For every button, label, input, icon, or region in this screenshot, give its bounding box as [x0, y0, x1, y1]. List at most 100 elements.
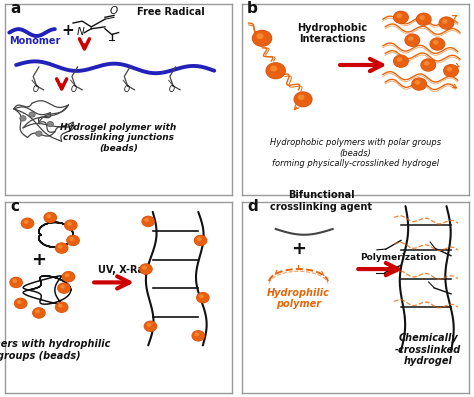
Circle shape: [443, 64, 459, 77]
Circle shape: [60, 285, 65, 289]
Circle shape: [62, 272, 75, 282]
Circle shape: [35, 310, 40, 314]
Circle shape: [424, 61, 429, 66]
Circle shape: [66, 235, 80, 246]
Text: Hydrophilic
polymer: Hydrophilic polymer: [267, 287, 330, 309]
Circle shape: [145, 218, 149, 222]
Text: Hydrogel polymer with
crosslinking junctions
(beads): Hydrogel polymer with crosslinking junct…: [61, 123, 177, 153]
Circle shape: [404, 33, 420, 47]
Text: $O$: $O$: [32, 83, 39, 94]
Text: $O$: $O$: [168, 83, 176, 94]
Circle shape: [439, 17, 454, 29]
Circle shape: [32, 307, 46, 319]
Circle shape: [444, 65, 458, 77]
Circle shape: [393, 54, 409, 68]
Text: Chemically
-crosslinked
hydrogel: Chemically -crosslinked hydrogel: [395, 333, 461, 366]
Circle shape: [65, 273, 70, 277]
Text: $O$: $O$: [109, 4, 119, 15]
Circle shape: [144, 320, 157, 332]
Text: Monomer: Monomer: [9, 36, 61, 46]
Circle shape: [197, 293, 209, 303]
Circle shape: [144, 321, 157, 331]
Circle shape: [69, 237, 74, 241]
Circle shape: [397, 57, 402, 62]
Text: +: +: [291, 240, 306, 258]
Circle shape: [412, 78, 427, 90]
Circle shape: [192, 331, 205, 341]
Circle shape: [430, 38, 445, 50]
Circle shape: [10, 277, 22, 288]
Circle shape: [142, 216, 155, 227]
Circle shape: [46, 214, 51, 218]
Circle shape: [416, 13, 431, 25]
Circle shape: [64, 220, 77, 231]
Circle shape: [294, 92, 312, 107]
Circle shape: [36, 131, 42, 136]
Circle shape: [421, 59, 436, 71]
Circle shape: [139, 263, 153, 275]
Text: Hydrophobic
Interactions: Hydrophobic Interactions: [298, 23, 368, 44]
Circle shape: [253, 31, 272, 46]
Circle shape: [140, 264, 152, 274]
Circle shape: [447, 67, 452, 71]
Circle shape: [420, 58, 436, 72]
Circle shape: [141, 216, 155, 227]
Circle shape: [194, 235, 208, 246]
Circle shape: [256, 33, 264, 39]
Text: c: c: [10, 199, 19, 214]
Circle shape: [147, 323, 152, 327]
Circle shape: [397, 13, 402, 18]
Text: Free Radical: Free Radical: [137, 8, 205, 17]
Circle shape: [24, 220, 28, 224]
Circle shape: [55, 302, 68, 312]
Circle shape: [14, 298, 27, 308]
Circle shape: [393, 55, 408, 67]
Circle shape: [199, 294, 204, 298]
Circle shape: [442, 19, 447, 24]
Text: UV, X-Ray: UV, X-Ray: [98, 265, 150, 275]
Text: a: a: [10, 0, 21, 15]
Circle shape: [197, 237, 201, 241]
Circle shape: [55, 243, 68, 253]
Circle shape: [44, 212, 56, 223]
Circle shape: [33, 308, 45, 318]
Circle shape: [196, 292, 210, 303]
Circle shape: [55, 242, 69, 254]
Text: +: +: [62, 23, 74, 38]
Circle shape: [58, 283, 70, 293]
Circle shape: [393, 11, 408, 23]
Text: b: b: [247, 0, 258, 15]
Circle shape: [142, 266, 147, 270]
Circle shape: [20, 116, 26, 121]
Circle shape: [47, 121, 54, 127]
Circle shape: [194, 332, 199, 336]
Circle shape: [252, 30, 272, 47]
Circle shape: [408, 36, 413, 41]
Circle shape: [405, 34, 419, 46]
Circle shape: [14, 298, 27, 309]
Circle shape: [298, 94, 304, 100]
Circle shape: [62, 271, 75, 282]
Circle shape: [194, 235, 207, 246]
Circle shape: [433, 40, 438, 45]
Circle shape: [64, 220, 78, 231]
Circle shape: [29, 112, 35, 117]
Circle shape: [58, 245, 63, 249]
Text: Polymers with hydrophilic
groups (beads): Polymers with hydrophilic groups (beads): [0, 339, 110, 361]
Circle shape: [58, 304, 63, 308]
Circle shape: [67, 235, 79, 246]
Circle shape: [419, 15, 425, 20]
Text: $O$: $O$: [123, 83, 130, 94]
Text: Hydrophobic polymers with polar groups
(beads)
forming physically-crosslinked hy: Hydrophobic polymers with polar groups (…: [270, 138, 441, 168]
Text: d: d: [247, 199, 258, 214]
Circle shape: [415, 80, 420, 85]
Circle shape: [57, 282, 71, 294]
Circle shape: [266, 63, 285, 79]
Circle shape: [67, 222, 72, 226]
Circle shape: [55, 301, 69, 313]
Text: Polymerization: Polymerization: [360, 252, 436, 262]
Circle shape: [429, 37, 446, 51]
Circle shape: [44, 212, 57, 223]
Circle shape: [21, 218, 34, 229]
Circle shape: [265, 62, 286, 79]
